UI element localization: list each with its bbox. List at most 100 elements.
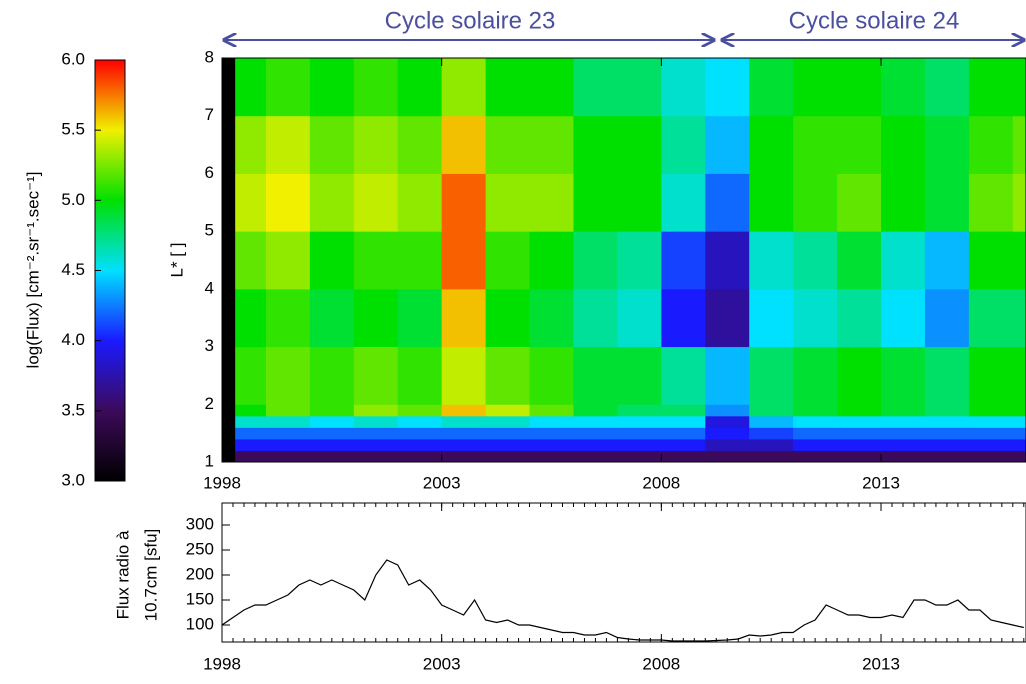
plot-frame xyxy=(221,502,1026,643)
heatmap-cell xyxy=(397,173,443,232)
heatmap-cell xyxy=(881,58,926,117)
y-tick-label: 250 xyxy=(186,539,214,558)
heatmap-cell xyxy=(1012,58,1026,117)
heatmap-cell xyxy=(1012,404,1026,417)
heatmap-cell xyxy=(837,173,882,232)
heatmap-cell xyxy=(485,438,531,451)
x-tick-label: 2013 xyxy=(862,654,900,673)
heatmap-cell xyxy=(441,58,487,117)
heatmap-cell xyxy=(309,173,355,232)
heatmap-cell xyxy=(968,173,1014,232)
heatmap-cell xyxy=(705,450,750,463)
heatmap-cell xyxy=(441,450,487,463)
heatmap-cell xyxy=(265,427,311,440)
y-tick-label: 3 xyxy=(205,336,214,355)
heatmap-cell xyxy=(441,115,487,174)
heatmap-cell xyxy=(661,450,706,463)
heatmap-cell xyxy=(235,288,267,348)
heatmap-cell xyxy=(881,427,926,440)
heatmap-cell xyxy=(749,404,794,417)
plot-frame xyxy=(221,57,1026,463)
heatmap-cell xyxy=(235,450,267,463)
heatmap-cell xyxy=(353,438,399,451)
heatmap-cell xyxy=(968,288,1014,348)
heatmap-cell xyxy=(617,404,662,417)
heatmap-cell xyxy=(617,115,662,174)
heatmap-cell xyxy=(1012,346,1026,405)
heatmap-cell xyxy=(705,288,750,348)
heatmap-cell xyxy=(573,288,618,348)
heatmap-cell xyxy=(265,115,311,174)
heatmap-cell xyxy=(881,438,926,451)
heatmap-cell xyxy=(705,346,750,405)
heatmap-cell xyxy=(661,231,706,290)
heatmap-cell xyxy=(441,346,487,405)
heatmap-cell xyxy=(397,450,443,463)
heatmap-cell xyxy=(397,415,443,428)
heatmap-cell xyxy=(661,415,706,428)
heatmap-cell xyxy=(661,427,706,440)
heatmap-cell xyxy=(573,404,618,417)
heatmap-cell xyxy=(1012,115,1026,174)
heatmap-cell xyxy=(924,438,970,451)
heatmap-cell xyxy=(353,115,399,174)
heatmap-cell xyxy=(837,450,882,463)
colorbar-tick-label: 3.0 xyxy=(61,470,85,489)
heatmap-cell xyxy=(265,346,311,405)
heatmap-cell xyxy=(749,427,794,440)
heatmap-cell xyxy=(235,438,267,451)
heatmap-cell xyxy=(235,115,267,174)
heatmap-cell xyxy=(222,404,236,417)
heatmap-cell xyxy=(1012,450,1026,463)
heatmap-cell xyxy=(485,173,531,232)
heatmap-cell xyxy=(353,415,399,428)
heatmap-cell xyxy=(924,346,970,405)
heatmap-cell xyxy=(881,415,926,428)
x-tick-label: 1998 xyxy=(203,654,241,673)
heatmap-cell xyxy=(235,173,267,232)
heatmap-cell xyxy=(793,231,838,290)
heatmap-cell xyxy=(309,427,355,440)
heatmap-cell xyxy=(1012,231,1026,290)
heatmap-cell xyxy=(529,288,574,348)
heatmap-cell xyxy=(705,427,750,440)
heatmap-cell xyxy=(222,288,236,348)
heatmap-cell xyxy=(924,58,970,117)
heatmap-cell xyxy=(485,58,531,117)
heatmap-cell xyxy=(265,450,311,463)
heatmap-cell xyxy=(837,115,882,174)
heatmap-cell xyxy=(924,173,970,232)
heatmap-cell xyxy=(617,438,662,451)
heatmap-cell xyxy=(309,450,355,463)
heatmap-cell xyxy=(661,173,706,232)
heatmap-cell xyxy=(265,288,311,348)
heatmap-cell xyxy=(617,231,662,290)
heatmap-cell xyxy=(265,415,311,428)
heatmap xyxy=(222,58,1026,463)
heatmap-cell xyxy=(749,346,794,405)
heatmap-cell xyxy=(235,231,267,290)
heatmap-cell xyxy=(793,415,838,428)
heatmap-cell xyxy=(793,438,838,451)
heatmap-cell xyxy=(1012,173,1026,232)
x-tick-label: 2008 xyxy=(642,654,680,673)
heatmap-cell xyxy=(837,288,882,348)
heatmap-cell xyxy=(441,231,487,290)
heatmap-cell xyxy=(529,231,574,290)
y-axis-label: Flux radio à xyxy=(113,530,132,619)
heatmap-cell xyxy=(573,427,618,440)
heatmap-cell xyxy=(705,231,750,290)
colorbar-tick-label: 4.0 xyxy=(61,330,85,349)
heatmap-cell xyxy=(529,427,574,440)
heatmap-cell xyxy=(793,346,838,405)
heatmap-cell xyxy=(353,450,399,463)
heatmap-cell xyxy=(529,404,574,417)
heatmap-cell xyxy=(353,427,399,440)
heatmap-cell xyxy=(397,58,443,117)
heatmap-cell xyxy=(485,231,531,290)
heatmap-cell xyxy=(749,115,794,174)
heatmap-cell xyxy=(485,404,531,417)
y-tick-label: 4 xyxy=(205,278,214,297)
heatmap-cell xyxy=(441,404,487,417)
heatmap-cell xyxy=(397,404,443,417)
